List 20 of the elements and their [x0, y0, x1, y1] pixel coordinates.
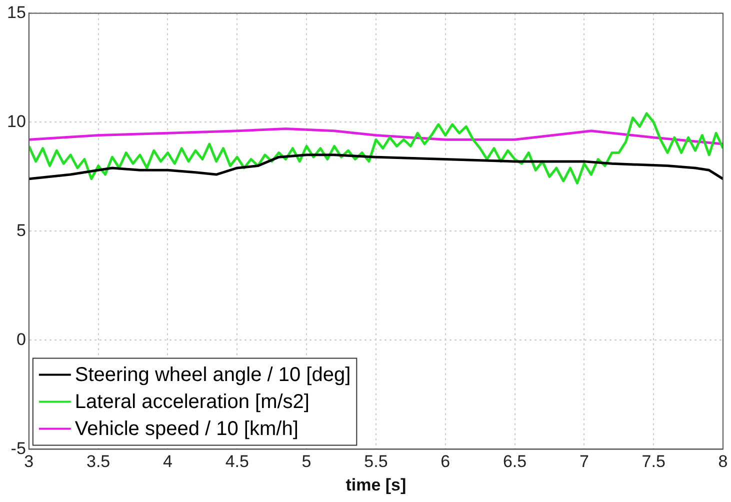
x-axis-title: time [s]	[346, 475, 406, 494]
y-tick-label: -5	[10, 438, 26, 458]
x-tick-label: 5.5	[364, 452, 388, 472]
x-tick-label: 4	[162, 452, 172, 472]
x-tick-label: 7	[579, 452, 589, 472]
legend-label: Vehicle speed / 10 [km/h]	[74, 418, 298, 440]
x-tick-label: 7.5	[642, 452, 666, 472]
y-tick-label: 15	[6, 2, 26, 22]
y-tick-label: 10	[6, 112, 26, 131]
y-tick-label: 5	[16, 220, 26, 240]
x-tick-label: 6	[440, 452, 450, 472]
x-tick-label: 3	[24, 452, 34, 472]
x-tick-label: 6.5	[502, 452, 527, 472]
legend-label: Lateral acceleration [m/s2]	[74, 391, 310, 414]
x-tick-label: 3.5	[86, 452, 110, 472]
x-tick-label: 8	[718, 452, 728, 472]
x-tick-label: 4.5	[225, 452, 249, 472]
y-tick-label: 0	[16, 330, 26, 349]
x-tick-label: 5	[302, 452, 312, 472]
legend-label: Steering wheel angle / 10 [deg]	[74, 364, 351, 386]
